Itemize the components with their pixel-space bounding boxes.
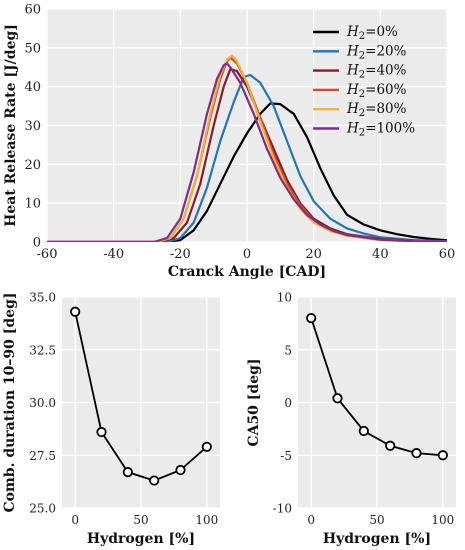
y-tick-label: 27.5 bbox=[29, 449, 56, 463]
series-line-6 bbox=[47, 62, 447, 242]
y-tick-label: 5 bbox=[284, 343, 292, 357]
legend-label: H2=60% bbox=[346, 82, 407, 100]
y-tick-label: 10 bbox=[277, 291, 292, 305]
y-axis-label: Comb. duration 10–90 [deg] bbox=[2, 293, 18, 513]
y-tick-label: 10 bbox=[24, 197, 41, 212]
y-tick-label: 30 bbox=[24, 119, 41, 134]
legend-label: H2=80% bbox=[346, 101, 407, 119]
x-tick-label: 40 bbox=[372, 247, 389, 262]
series-group bbox=[74, 310, 208, 482]
data-point bbox=[306, 312, 317, 324]
x-tick-label: 50 bbox=[369, 513, 384, 527]
x-axis-label: Hydrogen [%] bbox=[323, 531, 431, 547]
x-tick-label: 100 bbox=[431, 513, 454, 527]
data-point bbox=[175, 464, 186, 476]
x-tick-label: 0 bbox=[243, 247, 251, 262]
data-point bbox=[358, 425, 369, 437]
data-point bbox=[201, 441, 212, 452]
legend: H2=0%H2=20% H2=40%H2=60%H2=80% H2=100% bbox=[313, 24, 415, 139]
chart-panel-2: 0 50 100 25.0 27.5 30.0 32.5 35.0 Hydrogen [%] Co… bbox=[2, 291, 220, 547]
x-tick-label: 60 bbox=[439, 247, 456, 262]
y-tick-label: 40 bbox=[24, 80, 41, 95]
y-tick-label: 50 bbox=[24, 41, 41, 56]
data-point bbox=[332, 393, 343, 404]
y-tick-label: 0 bbox=[33, 236, 41, 251]
x-tick-label: -20 bbox=[170, 247, 191, 262]
data-point bbox=[411, 448, 422, 459]
y-axis-label: CA50 [deg] bbox=[246, 358, 262, 446]
legend-label: H2=20% bbox=[346, 43, 407, 61]
x-tick-label: 50 bbox=[133, 513, 148, 527]
data-point bbox=[96, 426, 107, 438]
data-point bbox=[385, 440, 396, 451]
series-line-1 bbox=[74, 310, 208, 482]
y-tick-label: 60 bbox=[24, 3, 41, 18]
y-tick-label: -5 bbox=[280, 449, 292, 463]
y-tick-label: 20 bbox=[24, 158, 41, 173]
data-point bbox=[122, 467, 133, 478]
legend-label: H2=0% bbox=[346, 24, 398, 42]
y-tick-label: 0 bbox=[284, 396, 292, 410]
chart-panel-3: 0 50 100 -10 -5 0 5 10 Hydrogen [%] CA50 [deg] bbox=[246, 291, 456, 547]
legend-label: H2=100% bbox=[346, 121, 415, 139]
legend-label: H2=40% bbox=[346, 63, 407, 81]
x-tick-label: 100 bbox=[195, 513, 218, 527]
y-axis-label: Heat Release Rate [J/deg] bbox=[3, 24, 19, 227]
y-tick-label: 25.0 bbox=[29, 502, 56, 516]
x-axis-label: Cranck Angle [CAD] bbox=[168, 264, 326, 280]
x-tick-label: 0 bbox=[71, 513, 79, 527]
series-group bbox=[47, 54, 447, 242]
x-tick-label: -40 bbox=[103, 247, 124, 262]
x-tick-label: -60 bbox=[37, 247, 58, 262]
chart-panel-1: -60 -40 -20 0 20 40 60 0 10 20 30 40 50 60 Cranck Angl… bbox=[3, 3, 455, 281]
series-line-1 bbox=[47, 102, 447, 242]
y-tick-label: 32.5 bbox=[29, 343, 56, 357]
x-tick-label: 20 bbox=[305, 247, 322, 262]
x-axis-label: Hydrogen [%] bbox=[87, 531, 195, 547]
x-tick-label: 0 bbox=[307, 513, 315, 527]
data-point bbox=[149, 475, 160, 486]
data-point bbox=[70, 306, 81, 317]
y-tick-label: 30.0 bbox=[29, 396, 56, 410]
y-tick-label: -10 bbox=[273, 502, 292, 516]
series-line-2 bbox=[47, 73, 447, 242]
y-tick-label: 35.0 bbox=[29, 291, 56, 305]
data-point bbox=[437, 450, 448, 461]
